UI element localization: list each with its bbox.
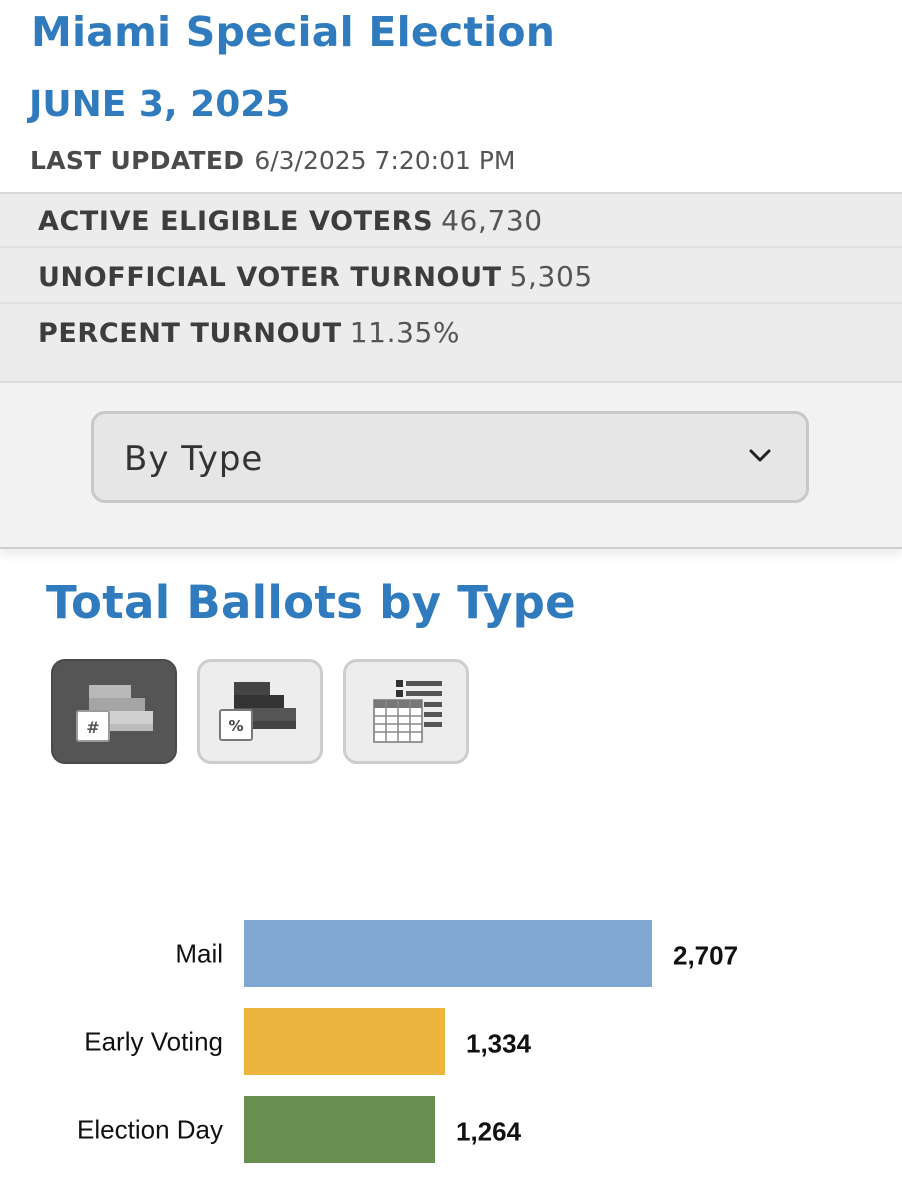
bar-election-day[interactable] (244, 1096, 435, 1163)
last-updated: LAST UPDATED 6/3/2025 7:20:01 PM (30, 146, 516, 175)
bar-mail[interactable] (244, 920, 652, 987)
stat-value: 11.35% (349, 316, 461, 349)
bar-early-voting[interactable] (244, 1008, 445, 1075)
election-header: Miami Special Election JUNE 3, 2025 LAST… (0, 0, 902, 192)
bar-count-glyph: # (86, 718, 99, 737)
table-view-icon (373, 680, 442, 743)
stat-label: ACTIVE ELIGIBLE VOTERS (38, 206, 434, 237)
category-label: Early Voting (84, 1027, 223, 1057)
chevron-down-icon (749, 449, 771, 462)
stat-value: 5,305 (509, 260, 593, 293)
category-label: Mail (175, 939, 223, 969)
election-title: Miami Special Election (31, 8, 556, 56)
stat-value: 46,730 (441, 204, 543, 237)
view-type-select[interactable]: By Type (91, 411, 809, 503)
category-label: Election Day (77, 1115, 223, 1145)
stat-label: UNOFFICIAL VOTER TURNOUT (38, 262, 502, 293)
section-title: Total Ballots by Type (46, 576, 576, 629)
election-date: JUNE 3, 2025 (29, 84, 291, 125)
table-view-button[interactable] (343, 659, 469, 764)
bar-percent-view-button[interactable]: % (197, 659, 323, 764)
stat-row-active-voters: ACTIVE ELIGIBLE VOTERS 46,730 (0, 194, 902, 248)
view-type-selected: By Type (124, 439, 264, 479)
bar-percent-glyph: % (228, 717, 243, 735)
bar-count-icon: # (76, 685, 153, 742)
last-updated-value: 6/3/2025 7:20:01 PM (254, 146, 516, 175)
stat-label: PERCENT TURNOUT (38, 318, 342, 349)
turnout-stats: ACTIVE ELIGIBLE VOTERS 46,730 UNOFFICIAL … (0, 192, 902, 383)
stat-row-percent-turnout: PERCENT TURNOUT 11.35% (0, 306, 902, 360)
view-selector-panel: By Type (0, 381, 902, 549)
bar-percent-icon: % (219, 682, 296, 741)
bar-count-view-button[interactable]: # (51, 659, 177, 764)
bar-chart: Mail 2,707 Early Voting 1,334 Election Day 1,… (77, 920, 738, 1163)
value-label: 2,707 (673, 941, 738, 971)
value-label: 1,264 (456, 1117, 522, 1147)
last-updated-label: LAST UPDATED (30, 146, 245, 175)
stat-row-turnout: UNOFFICIAL VOTER TURNOUT 5,305 (0, 250, 902, 304)
ballots-by-type-chart: Mail 2,707 Early Voting 1,334 Election Day 1,… (0, 900, 902, 1200)
value-label: 1,334 (466, 1029, 532, 1059)
